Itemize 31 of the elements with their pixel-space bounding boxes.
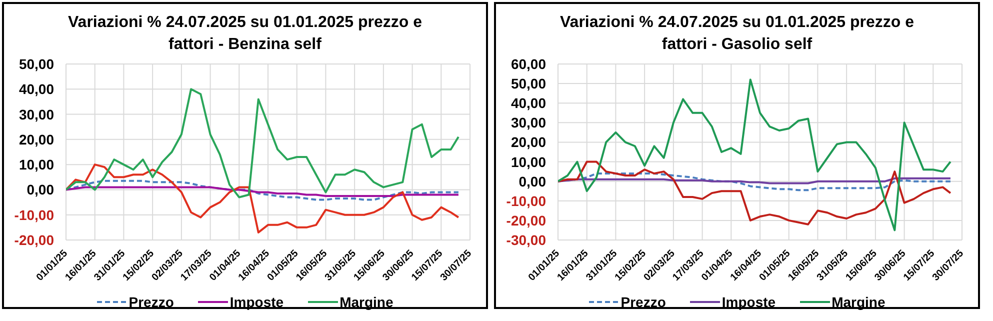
legend-label: Margine: [832, 294, 886, 310]
line-series: [66, 164, 460, 234]
y-tick-label: -20,00: [506, 212, 546, 228]
y-tick-label: 20,00: [510, 134, 546, 150]
line-series: [66, 88, 460, 198]
y-tick-label: 50,00: [510, 76, 546, 92]
legend-label: Prezzo: [128, 294, 174, 310]
line-series: [558, 78, 952, 232]
y-tick-label: 50,00: [18, 56, 54, 72]
legend-label: Imposte: [722, 294, 776, 310]
y-tick-label: 0,00: [26, 182, 54, 198]
y-tick-label: -20,00: [14, 232, 54, 248]
y-tick-label: 30,00: [18, 106, 54, 122]
line-series: [66, 186, 460, 197]
chart-title: Variazioni % 24.07.2025 su 01.01.2025 prezzo e fattori - Gasolio self: [559, 13, 915, 55]
y-tick-label: 10,00: [18, 156, 54, 173]
legend-label: Prezzo: [620, 294, 666, 310]
y-tick-label: 30,00: [510, 114, 546, 131]
legend-label: Margine: [340, 294, 394, 310]
line-series: [558, 160, 952, 226]
y-tick-label: -10,00: [14, 206, 54, 223]
y-tick-label: 20,00: [18, 131, 54, 148]
y-tick-label: 40,00: [18, 81, 54, 98]
y-tick-label: 60,00: [510, 56, 546, 72]
y-tick-label: 40,00: [510, 95, 546, 112]
chart-title: Variazioni % 24.07.2025 su 01.01.2025 prezzo e fattori - Benzina self: [67, 13, 423, 55]
y-tick-label: 0,00: [518, 173, 546, 190]
y-tick-label: -30,00: [506, 232, 546, 248]
y-tick-label: 10,00: [510, 154, 546, 170]
legend-label: Imposte: [230, 294, 284, 310]
y-tick-label: -10,00: [506, 192, 546, 209]
